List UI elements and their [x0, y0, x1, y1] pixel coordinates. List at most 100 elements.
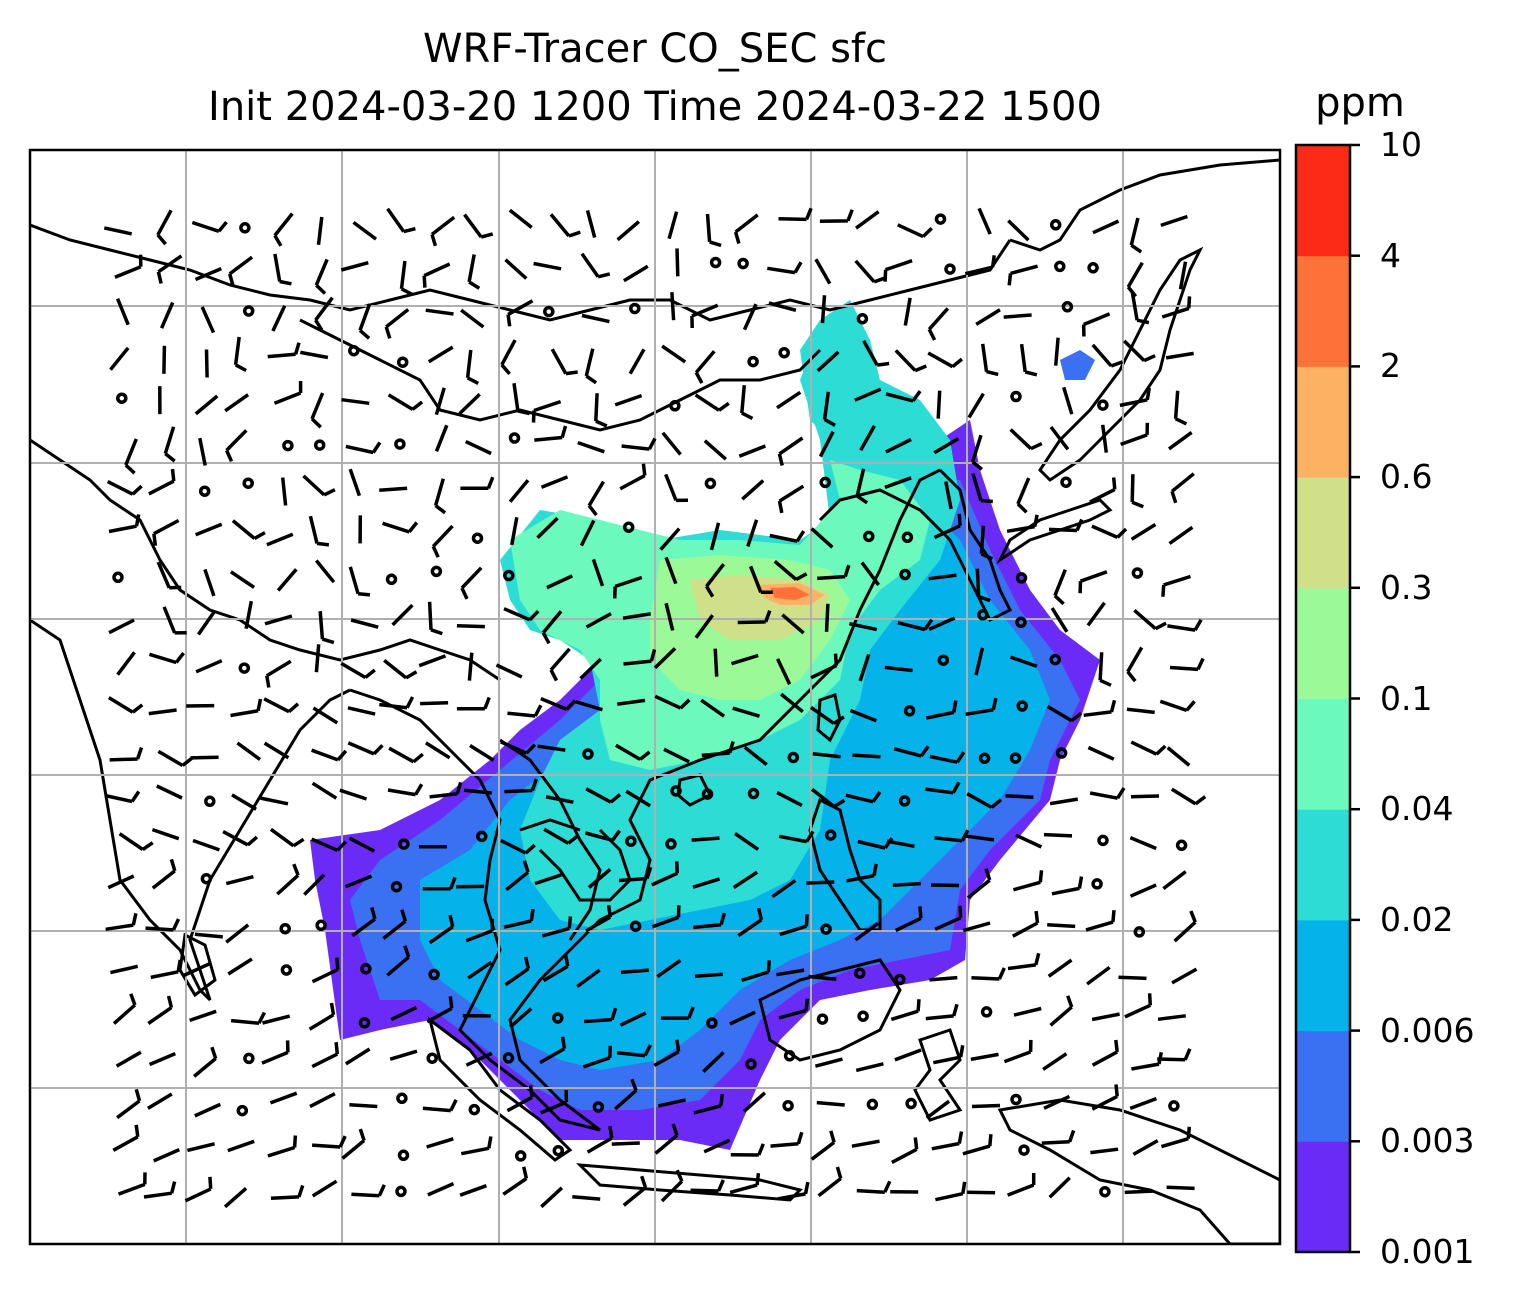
calm-wind-marker	[778, 346, 790, 359]
calm-wind-marker	[978, 752, 991, 765]
wind-barb	[1157, 1048, 1192, 1062]
wind-barb	[778, 207, 813, 222]
wind-barb	[1091, 1039, 1119, 1067]
calm-wind-marker	[395, 1185, 407, 1198]
colorbar-tick-label: 0.02	[1380, 899, 1454, 939]
colorbar-tick-label: 10	[1380, 125, 1422, 164]
wind-barb	[579, 657, 602, 680]
calm-wind-marker	[552, 1012, 564, 1024]
wind-barb	[276, 568, 298, 592]
graticule	[30, 150, 1280, 1244]
wind-barb	[581, 313, 610, 324]
wind-barb	[230, 1011, 266, 1025]
coastline-indochina	[349, 468, 941, 1132]
calm-wind-marker	[543, 305, 555, 318]
wind-barb	[594, 393, 608, 428]
calm-wind-marker	[783, 1050, 796, 1062]
wind-barb	[778, 998, 810, 1020]
calm-wind-marker	[944, 263, 956, 275]
wind-barb	[540, 1186, 564, 1209]
wind-barb	[318, 611, 335, 645]
wind-barb	[495, 663, 523, 679]
wind-barb	[1049, 425, 1070, 451]
wind-barb	[347, 741, 384, 756]
calm-wind-marker	[116, 392, 128, 404]
calm-wind-marker	[819, 476, 831, 489]
wind-barb	[664, 473, 689, 503]
coastline-sumatra	[427, 1016, 573, 1162]
calm-wind-marker	[824, 829, 837, 841]
wind-barb	[776, 968, 805, 977]
wind-barb	[1124, 1189, 1153, 1195]
calm-wind-marker	[1097, 834, 1109, 847]
wind-barb	[854, 210, 880, 230]
wind-barb	[1053, 569, 1067, 606]
wind-barb	[933, 437, 960, 455]
wind-barb	[776, 791, 803, 807]
wind-barb	[311, 1179, 338, 1198]
wind-barb	[730, 653, 759, 666]
wind-barb	[270, 1184, 305, 1201]
wind-barb	[817, 564, 851, 581]
wind-barb	[192, 1046, 218, 1078]
wind-barb	[350, 618, 379, 629]
wind-barb	[156, 784, 183, 800]
wind-barb	[465, 349, 480, 385]
wind-barb	[227, 1139, 255, 1153]
wind-barb	[903, 297, 912, 326]
wind-barb	[316, 216, 324, 246]
wind-barb	[625, 789, 652, 808]
wind-barb	[1015, 833, 1043, 849]
wind-barb	[818, 430, 835, 458]
wind-barb	[434, 424, 449, 452]
wind-barb	[851, 1139, 880, 1148]
wind-barb	[694, 972, 724, 979]
wind-barb	[456, 623, 485, 629]
wind-barb	[1007, 952, 1041, 971]
wind-barb	[1160, 214, 1188, 228]
wind-barb	[382, 909, 408, 940]
wind-barb	[1085, 910, 1116, 932]
wind-barb	[693, 1093, 725, 1115]
wind-barb	[244, 600, 254, 630]
wind-barb	[106, 480, 143, 496]
wind-barb	[308, 515, 330, 547]
wind-barb	[944, 481, 953, 510]
wind-barb	[614, 393, 643, 407]
wind-barb	[619, 463, 647, 491]
wind-barb	[734, 832, 760, 851]
wind-barb	[420, 700, 449, 706]
wind-barb	[195, 659, 223, 674]
calm-wind-marker	[977, 609, 989, 621]
wind-barb	[1166, 1185, 1195, 1191]
wind-barb	[816, 1100, 845, 1107]
calm-wind-marker	[1049, 653, 1062, 666]
wind-barb	[543, 827, 579, 845]
calm-wind-marker	[669, 400, 681, 412]
wind-barb	[302, 474, 336, 497]
wind-barb	[777, 484, 805, 514]
wind-barb	[456, 696, 491, 711]
wind-barb	[116, 651, 136, 676]
wind-barb	[1062, 386, 1074, 415]
colorbar-tick-label: 0.04	[1380, 789, 1454, 829]
wind-barb	[622, 264, 649, 283]
wind-barb	[664, 556, 678, 585]
wind-barb	[299, 350, 329, 360]
wind-barb	[936, 390, 942, 419]
wind-barb	[812, 751, 841, 759]
calm-wind-marker	[901, 531, 914, 544]
wind-barb	[694, 614, 715, 639]
wind-barb	[965, 834, 995, 842]
wind-barb	[143, 1181, 177, 1199]
calm-wind-marker	[1097, 399, 1109, 411]
wind-barb	[108, 618, 135, 635]
border-mekong	[499, 738, 602, 941]
wind-barb	[273, 381, 303, 405]
wind-barb	[260, 796, 289, 806]
wind-barb	[732, 870, 759, 890]
wind-barb	[966, 792, 1003, 809]
wind-barb	[925, 1099, 951, 1120]
wind-barb	[340, 661, 376, 680]
wind-barb	[1047, 922, 1076, 929]
